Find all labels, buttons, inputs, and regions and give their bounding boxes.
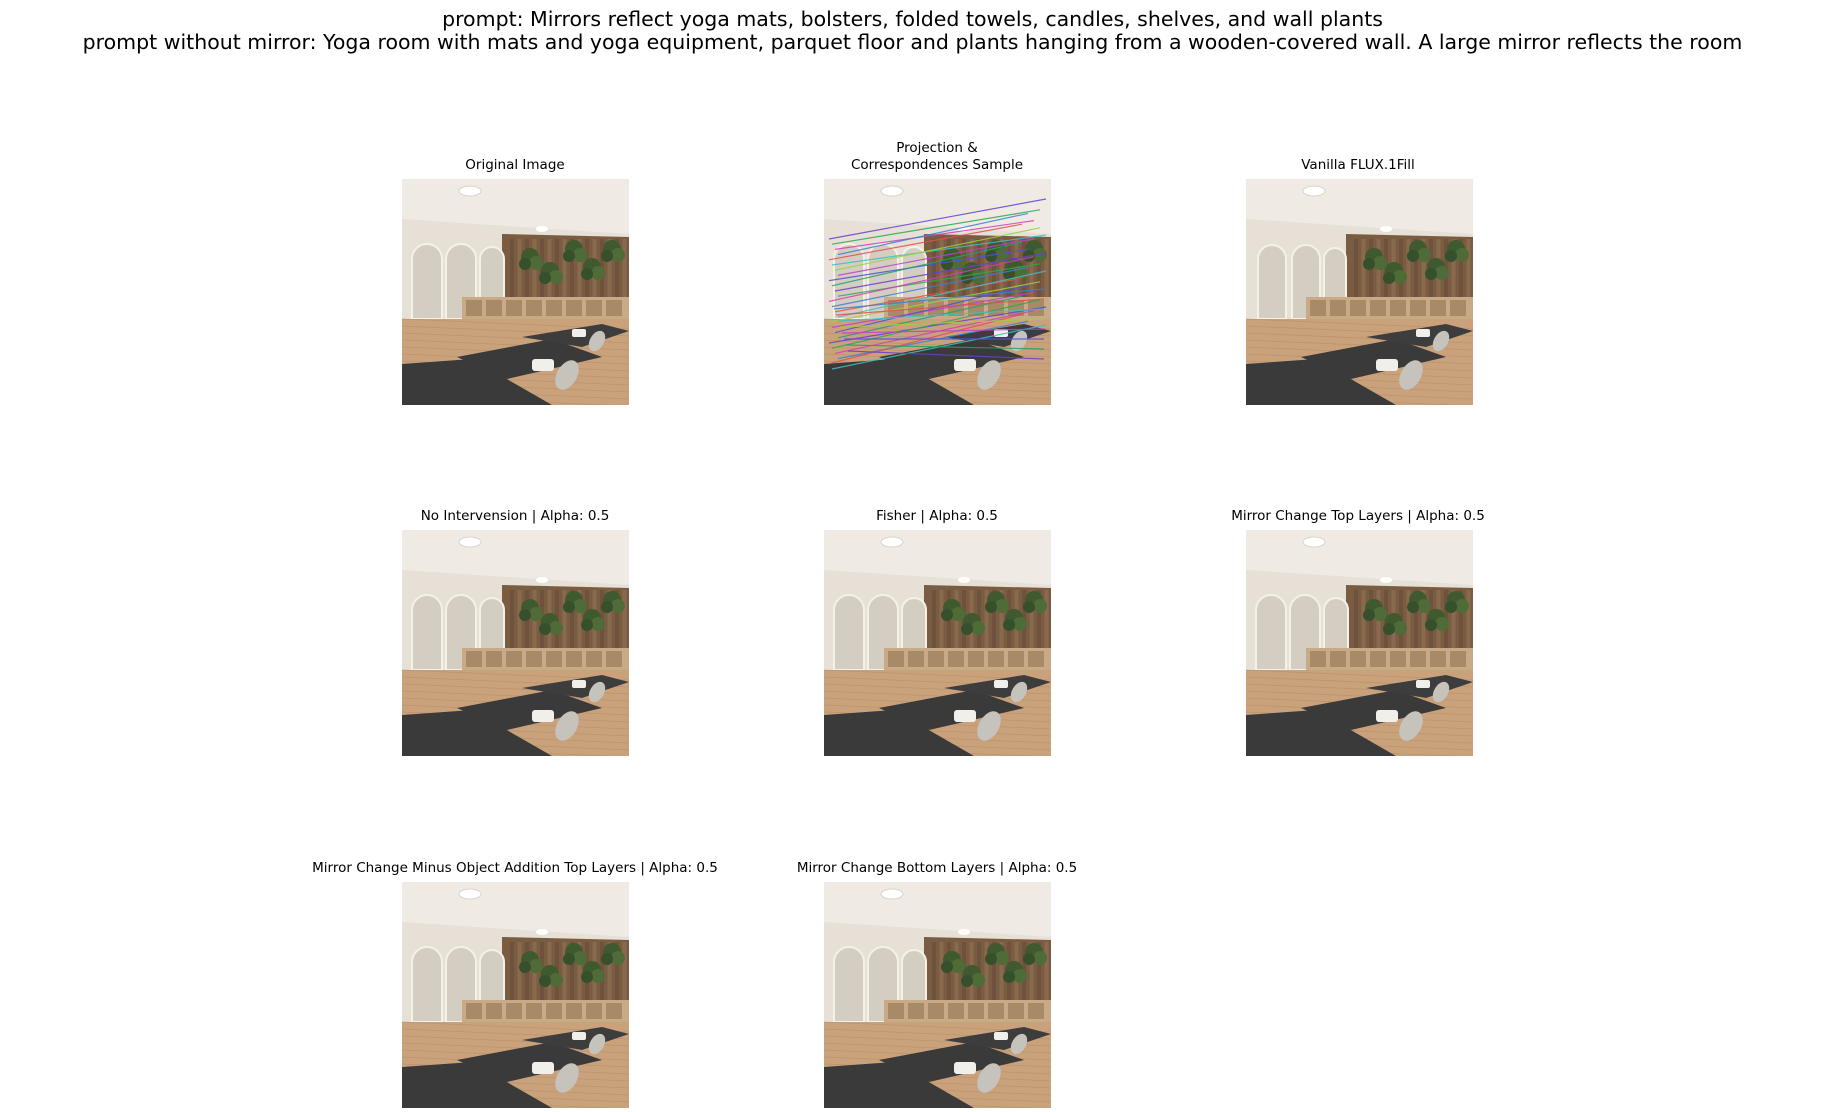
panel-mirror-change-minus-object [402,882,629,1108]
room-photo-image [402,882,629,1108]
figure-suptitle-line-2: prompt without mirror: Yoga room with ma… [82,30,1743,54]
panel-fisher [824,530,1051,756]
panel-title-no-intervension: No Intervension | Alpha: 0.5 [420,508,610,524]
room-photo-image [824,882,1051,1108]
room-photo-image [402,179,629,405]
panel-title-mirror-change-top-layers: Mirror Change Top Layers | Alpha: 0.5 [1231,508,1485,524]
panel-title-projection-line-1: Projection & [896,140,978,156]
panel-title-fisher: Fisher | Alpha: 0.5 [876,508,998,524]
panel-title-mirror-change-bottom-layers: Mirror Change Bottom Layers | Alpha: 0.5 [796,860,1078,876]
panel-vanilla-flux [1246,179,1473,405]
panel-mirror-change-top-layers [1246,530,1473,756]
panel-mirror-change-bottom-layers [824,882,1051,1108]
panel-original-image [402,179,629,405]
panel-no-intervension [402,530,629,756]
room-photo-image [824,179,1051,405]
room-photo-image [1246,530,1473,756]
room-photo-image [1246,179,1473,405]
figure-suptitle-line-1: prompt: Mirrors reflect yoga mats, bolst… [442,7,1383,31]
room-photo-image [402,530,629,756]
panel-title-original-image: Original Image [465,157,565,173]
panel-title-vanilla-flux: Vanilla FLUX.1Fill [1301,157,1415,173]
room-photo-image [824,530,1051,756]
panel-title-projection-line-2: Correspondences Sample [850,157,1024,173]
panel-projection-correspondences [824,179,1051,405]
panel-title-mirror-change-minus-object: Mirror Change Minus Object Addition Top … [312,860,718,876]
